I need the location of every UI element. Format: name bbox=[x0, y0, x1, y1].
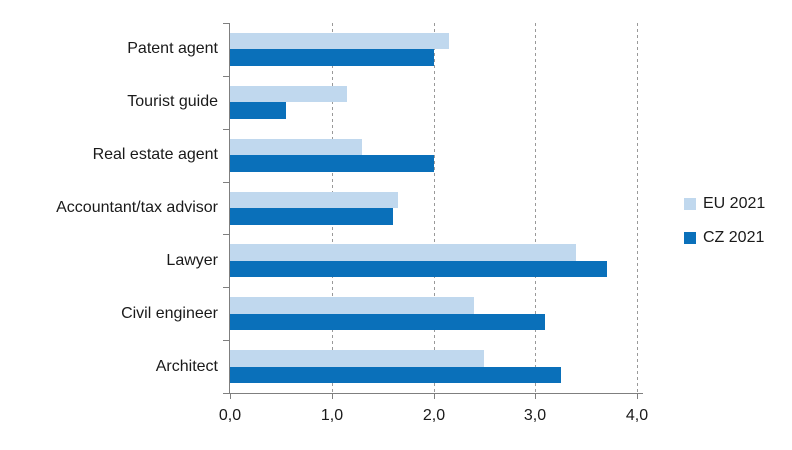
legend-swatch-eu-2021 bbox=[684, 198, 696, 210]
y-axis-tick bbox=[223, 76, 229, 77]
category-label-lawyer: Lawyer bbox=[166, 252, 218, 269]
bar-cz-2021-real-estate-agent bbox=[230, 155, 434, 172]
y-axis-tick bbox=[223, 393, 229, 394]
category-label-patent-agent: Patent agent bbox=[127, 40, 218, 57]
bar-cz-2021-lawyer bbox=[230, 260, 607, 278]
legend: EU 2021 CZ 2021 bbox=[684, 195, 765, 263]
category-label-real-estate-agent: Real estate agent bbox=[92, 146, 218, 163]
bar-cz-2021-accountant-tax-advisor bbox=[230, 208, 393, 225]
bar-eu-2021-accountant-tax-advisor bbox=[230, 191, 398, 208]
category-label-tourist-guide: Tourist guide bbox=[127, 93, 218, 110]
x-axis-tick bbox=[637, 394, 638, 399]
grid-line-2 bbox=[434, 23, 435, 393]
x-tick-label-1-0: 1,0 bbox=[320, 407, 344, 424]
bar-eu-2021-patent-agent bbox=[230, 32, 449, 50]
y-axis-line bbox=[229, 23, 230, 394]
bar-cz-2021-architect bbox=[230, 366, 561, 384]
y-axis-tick bbox=[223, 129, 229, 130]
bar-cz-2021-civil-engineer bbox=[230, 313, 546, 331]
x-axis-tick bbox=[332, 394, 333, 399]
x-tick-label-0-0: 0,0 bbox=[218, 407, 242, 424]
x-tick-label-2-0: 2,0 bbox=[422, 407, 446, 424]
category-label-accountant-tax-advisor: Accountant/tax advisor bbox=[56, 199, 218, 216]
bar-cz-2021-tourist-guide bbox=[230, 102, 286, 119]
x-tick-label-4-0: 4,0 bbox=[625, 407, 649, 424]
category-label-civil-engineer: Civil engineer bbox=[121, 305, 218, 322]
bar-eu-2021-civil-engineer bbox=[230, 297, 475, 314]
y-axis-tick bbox=[223, 23, 229, 24]
bar-eu-2021-real-estate-agent bbox=[230, 138, 363, 156]
y-axis-tick bbox=[223, 287, 229, 288]
legend-label-cz-2021: CZ 2021 bbox=[703, 229, 765, 246]
category-label-architect: Architect bbox=[155, 358, 218, 375]
x-axis-tick bbox=[535, 394, 536, 399]
legend-label-eu-2021: EU 2021 bbox=[703, 195, 766, 212]
x-axis-tick bbox=[230, 394, 231, 399]
legend-swatch-cz-2021 bbox=[684, 232, 696, 244]
y-axis-tick bbox=[223, 234, 229, 235]
bar-eu-2021-lawyer bbox=[230, 244, 576, 261]
plot-area bbox=[230, 23, 638, 393]
grid-line-3 bbox=[535, 23, 536, 393]
bar-cz-2021-patent-agent bbox=[230, 49, 434, 66]
y-axis-tick bbox=[223, 182, 229, 183]
legend-item-eu-2021: EU 2021 bbox=[684, 195, 765, 213]
x-tick-label-3-0: 3,0 bbox=[523, 407, 547, 424]
legend-item-cz-2021: CZ 2021 bbox=[684, 229, 765, 247]
x-axis-line bbox=[223, 393, 643, 394]
x-axis-tick bbox=[434, 394, 435, 399]
grid-line-4 bbox=[637, 23, 638, 393]
bar-eu-2021-architect bbox=[230, 350, 485, 367]
bar-eu-2021-tourist-guide bbox=[230, 85, 347, 103]
y-axis-tick bbox=[223, 340, 229, 341]
